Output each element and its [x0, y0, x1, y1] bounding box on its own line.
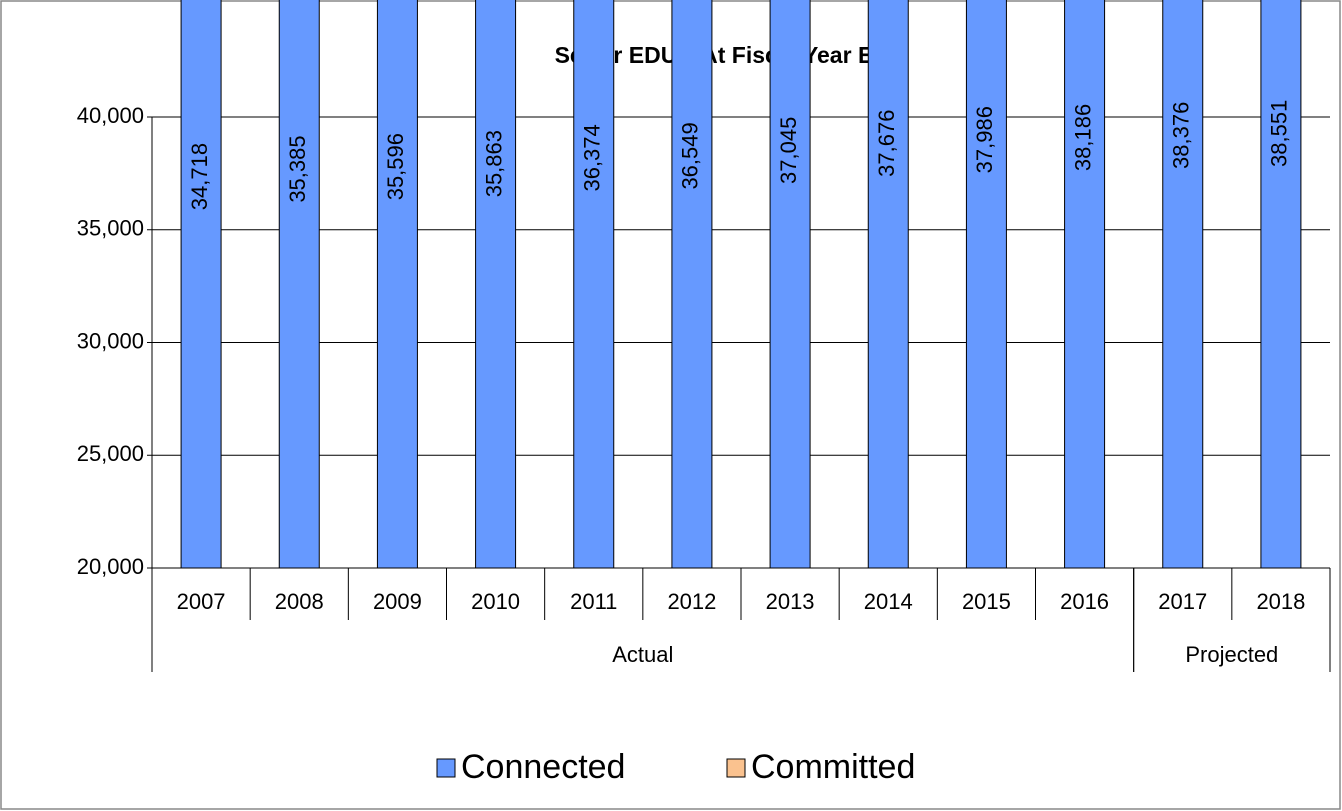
y-tick-label: 30,000 [77, 328, 144, 353]
value-label: 35,385 [285, 135, 310, 202]
x-tick-label: 2016 [1060, 589, 1109, 614]
value-label: 35,863 [481, 130, 506, 197]
group-label: Projected [1185, 642, 1278, 667]
x-tick-label: 2015 [962, 589, 1011, 614]
x-tick-label: 2011 [570, 589, 617, 614]
value-label: 36,374 [580, 124, 605, 191]
value-label: 38,376 [1169, 102, 1194, 169]
x-tick-label: 2018 [1256, 589, 1305, 614]
bar-segment [1260, 0, 1302, 569]
value-label: 38,551 [1267, 100, 1292, 167]
legend-label: Committed [751, 748, 915, 786]
bar-segment [278, 0, 320, 569]
value-label: 36,549 [678, 122, 703, 189]
x-tick-label: 2013 [766, 589, 815, 614]
x-tick-label: 2012 [667, 589, 716, 614]
bar-segment [965, 0, 1007, 569]
bar-segment [671, 0, 713, 569]
x-tick-label: 2010 [471, 589, 520, 614]
x-tick-label: 2014 [864, 589, 913, 614]
y-tick-label: 20,000 [77, 554, 144, 579]
x-tick-label: 2008 [275, 589, 324, 614]
bar-segment [1064, 0, 1106, 569]
legend-swatch [436, 758, 456, 778]
group-label: Actual [612, 642, 673, 667]
y-tick-label: 25,000 [77, 441, 144, 466]
x-tick-label: 2017 [1158, 589, 1207, 614]
bar-segment [769, 0, 811, 569]
bar-segment [180, 0, 222, 569]
y-tick-label: 40,000 [77, 103, 144, 128]
value-label: 37,986 [972, 106, 997, 173]
y-tick-label: 35,000 [77, 216, 144, 241]
bar-segment [376, 0, 418, 569]
value-label: 37,045 [776, 117, 801, 184]
value-label: 37,676 [874, 110, 899, 177]
legend-swatch [726, 758, 746, 778]
bar-segment [1162, 0, 1204, 569]
value-label: 34,718 [187, 143, 212, 210]
bar-segment [475, 0, 517, 569]
value-label: 38,186 [1070, 104, 1095, 171]
x-tick-label: 2007 [177, 589, 226, 614]
legend-label: Connected [461, 748, 625, 786]
bar-segment [573, 0, 615, 569]
value-label: 35,596 [383, 133, 408, 200]
bar-segment [867, 0, 909, 569]
x-tick-label: 2009 [373, 589, 422, 614]
